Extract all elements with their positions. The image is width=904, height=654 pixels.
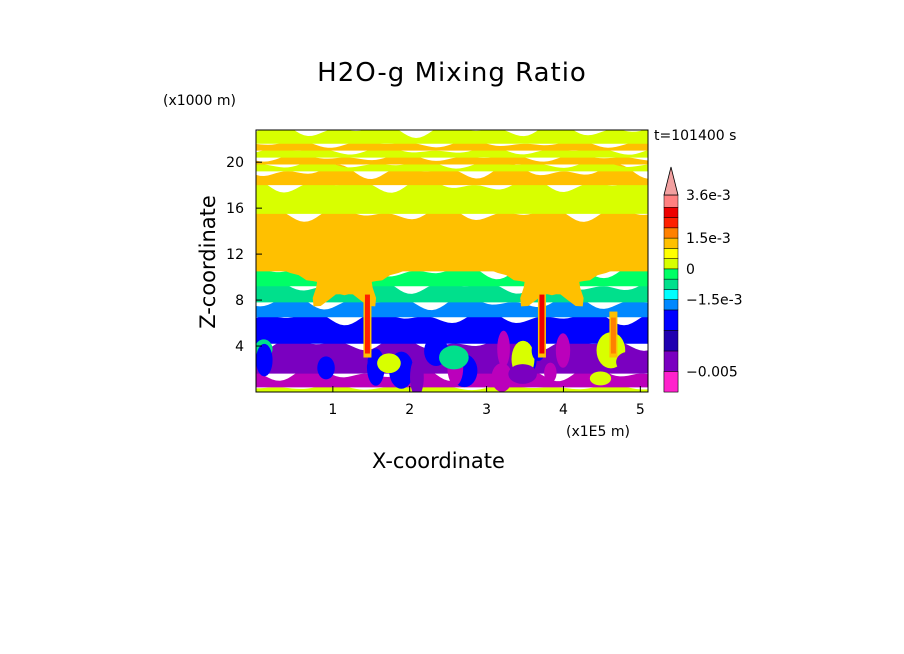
moist-column-inner <box>610 317 616 354</box>
field-band <box>256 163 648 186</box>
colorbar-extend-arrow <box>663 166 679 196</box>
field-band <box>256 153 648 165</box>
x-tick-label: 2 <box>405 402 414 418</box>
convective-blob <box>256 343 273 377</box>
time-label: t=101400 s <box>654 128 737 144</box>
colorbar-label: 0 <box>686 262 695 278</box>
field-band <box>256 309 648 344</box>
convective-blob <box>377 353 401 374</box>
colorbar-segment <box>663 207 679 218</box>
colorbar-segment <box>663 227 679 239</box>
x-tick-label: 4 <box>559 402 568 418</box>
colorbar-segment <box>663 350 679 372</box>
convective-blob <box>508 364 537 384</box>
plot-frame <box>255 129 649 393</box>
colorbar-label: −1.5e-3 <box>686 293 743 309</box>
convective-blob <box>439 345 469 370</box>
colorbar-segment <box>663 268 679 280</box>
colorbar-segment <box>663 299 679 311</box>
field-band <box>256 130 648 144</box>
convective-blob <box>491 363 513 392</box>
convective-blob <box>555 333 571 368</box>
x-tick-label: 3 <box>482 402 491 418</box>
colorbar-segment <box>663 258 679 270</box>
x-axis-label: X-coordinate <box>372 449 505 473</box>
colorbar-segment <box>663 309 679 331</box>
plot-area <box>255 129 649 393</box>
colorbar-segment <box>663 278 679 290</box>
colorbar-label: 3.6e-3 <box>686 188 731 204</box>
colorbar-segment <box>663 237 679 249</box>
moist-column-inner <box>364 294 370 354</box>
x-tick-label: 1 <box>328 402 337 418</box>
convective-blob <box>544 362 557 383</box>
colorbar-segment <box>663 330 679 352</box>
convective-blob <box>348 350 368 373</box>
moist-column-inner <box>539 294 545 354</box>
yellow-plume <box>489 214 615 307</box>
x-unit-label: (x1E5 m) <box>566 424 630 440</box>
y-tick-label: 8 <box>235 293 244 309</box>
convective-blob <box>317 356 335 380</box>
colorbar: 3.6e-3 1.5e-3 0 −1.5e-3 −0.005 <box>663 166 743 393</box>
convective-blob <box>497 330 510 368</box>
yellow-plume <box>282 214 407 307</box>
z-unit-label: (x1000 m) <box>163 93 236 109</box>
colorbar-segment <box>663 194 679 208</box>
colorbar-segment <box>663 289 679 300</box>
y-tick-label: 4 <box>235 339 244 355</box>
colorbar-segment <box>663 371 679 393</box>
convective-blob <box>410 357 424 392</box>
convective-blob <box>589 371 612 386</box>
colorbar-label: −0.005 <box>686 364 738 380</box>
field-band <box>256 384 648 392</box>
colorbar-label: 1.5e-3 <box>686 231 731 247</box>
field-band <box>256 177 648 214</box>
y-tick-label: 12 <box>226 247 244 263</box>
y-tick-label: 16 <box>226 201 244 217</box>
field-band <box>256 160 648 172</box>
colorbar-segment <box>663 248 679 259</box>
x-tick-label: 5 <box>636 402 645 418</box>
field-layer <box>256 130 648 392</box>
y-tick-label: 20 <box>226 155 244 171</box>
convective-blob <box>616 351 641 373</box>
chart-title: H2O-g Mixing Ratio <box>317 58 587 88</box>
colorbar-segment <box>663 217 679 229</box>
